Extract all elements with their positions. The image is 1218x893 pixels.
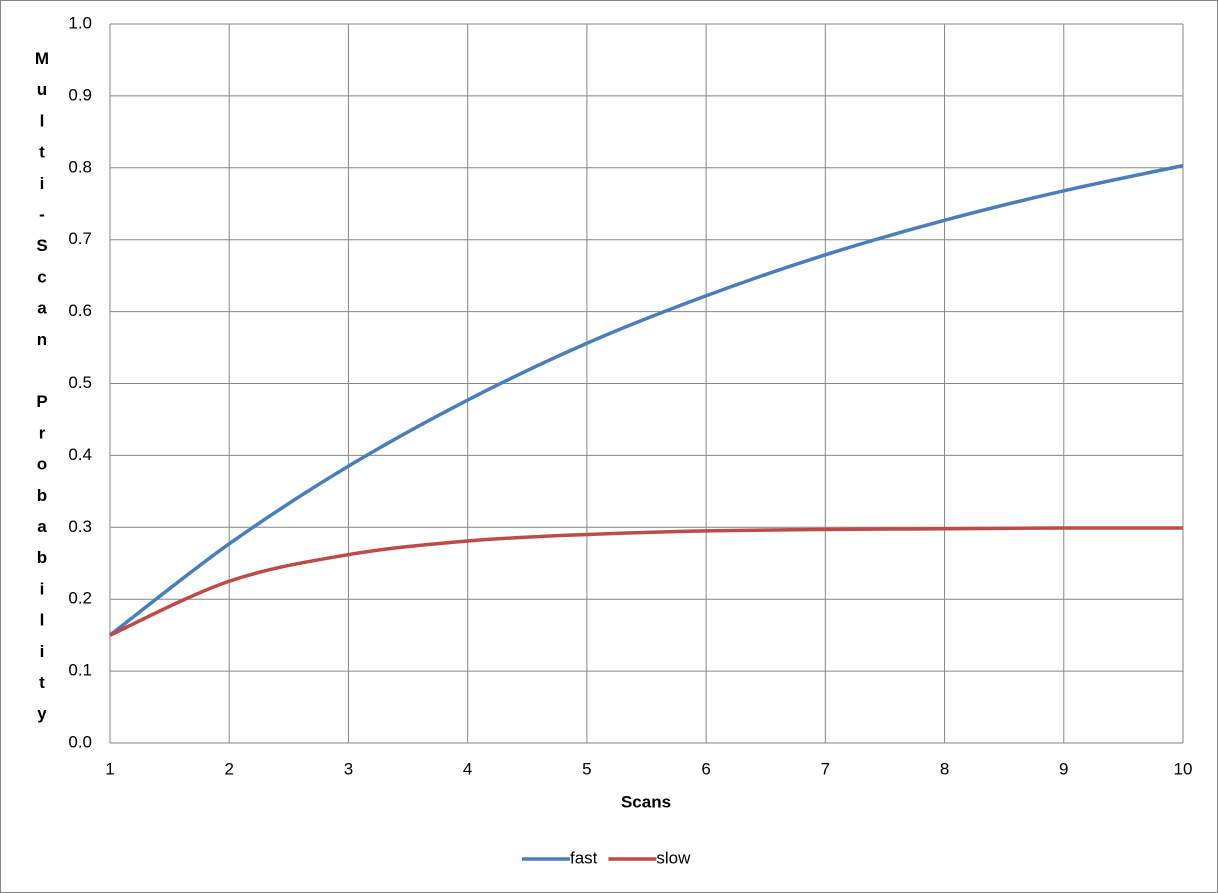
data-line [109,526,1184,637]
data-line [108,163,1184,637]
y-tick-label: 0.8 [68,157,92,176]
x-tick-label: 8 [940,759,949,778]
x-tick-label: 9 [1059,759,1068,778]
y-tick-label: 0.4 [68,445,92,464]
y-tick-label: 0.2 [68,589,92,608]
x-tick-label: 7 [821,759,830,778]
x-tick-label: 3 [344,759,353,778]
y-tick-label: 0.5 [68,373,92,392]
x-tick-label: 6 [701,759,710,778]
y-tick-label: 0.6 [68,301,92,320]
x-tick-label: 4 [463,759,472,778]
y-tick-label: 0.7 [68,229,92,248]
y-tick-label: 0.1 [68,661,92,680]
x-tick-label: 2 [224,759,233,778]
x-tick-label: 10 [1174,759,1193,778]
legend-label: slow [656,848,691,867]
x-axis-title: Scans [621,792,671,811]
y-tick-label: 0.0 [68,732,92,751]
legend-label: fast [570,848,598,867]
y-tick-label: 0.9 [68,85,92,104]
x-tick-label: 5 [582,759,591,778]
x-tick-label: 1 [105,759,114,778]
y-tick-label: 0.3 [68,517,92,536]
y-tick-label: 1.0 [68,13,92,32]
